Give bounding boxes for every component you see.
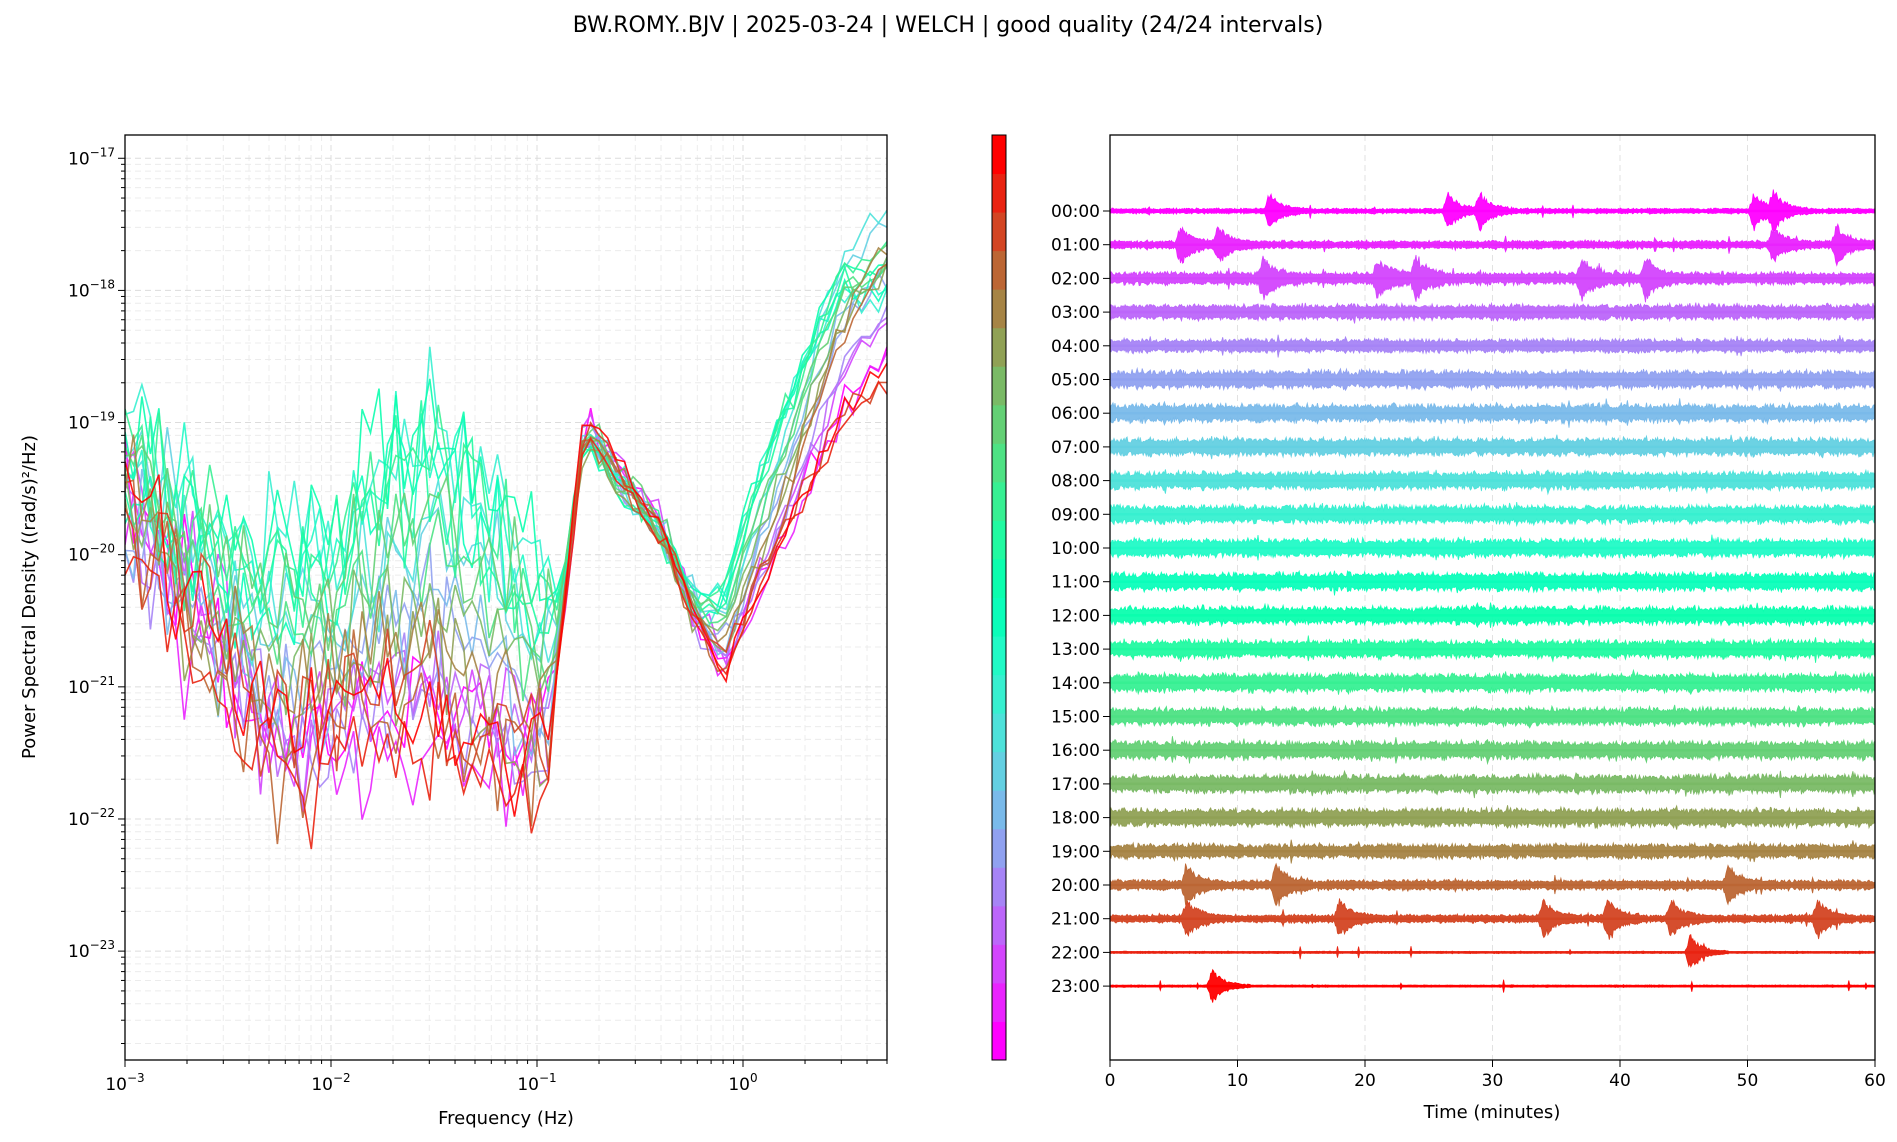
colorbar-segment [992, 751, 1006, 791]
psd-ytick-label: 10−17 [68, 145, 115, 169]
waveform-hour-label: 15:00 [1051, 708, 1100, 728]
psd-series-19 [125, 246, 887, 737]
waveform-xtick-label: 20 [1354, 1071, 1376, 1091]
psd-series-10 [125, 276, 887, 617]
psd-series-1 [125, 351, 887, 827]
waveform-hour-label: 14:00 [1051, 674, 1100, 694]
figure-title: BW.ROMY..BJV | 2025-03-24 | WELCH | good… [573, 13, 1324, 38]
waveform-ticks: 0 10 20 30 40 50 60 00:00 01:00 02:00 03:00 04:00 05… [1051, 202, 1886, 1091]
colorbar-segment [992, 366, 1006, 406]
psd-xlabel: Frequency (Hz) [438, 1108, 574, 1129]
psd-ylabel: Power Spectral Density ((rad/s)²/Hz) [19, 435, 40, 759]
psd-ytick-label: 10−20 [68, 542, 115, 566]
psd-xtick-label: 100 [728, 1071, 757, 1095]
waveform-xtick-label: 50 [1737, 1071, 1759, 1091]
waveform-hour-label: 20:00 [1051, 876, 1100, 896]
psd-ticks: 10−3 10−2 10−1 100 10−23 10−22 10−21 10−20 10−19… [68, 145, 888, 1095]
waveform-hour-label: 08:00 [1051, 472, 1100, 492]
waveform-xlabel: Time (minutes) [1423, 1102, 1561, 1123]
waveform-traces [1110, 189, 1875, 1003]
colorbar-segment [992, 828, 1006, 868]
psd-ytick-label: 10−18 [68, 277, 115, 301]
colorbar-segment [992, 250, 1006, 290]
waveform-hour-label: 05:00 [1051, 371, 1100, 391]
psd-xtick-label: 10−3 [105, 1071, 144, 1095]
psd-axes-frame [124, 134, 888, 1061]
waveform-hour-label: 07:00 [1051, 438, 1100, 458]
colorbar-segment [992, 327, 1006, 367]
waveform-hour-label: 12:00 [1051, 606, 1100, 626]
waveform-xtick-label: 0 [1105, 1071, 1116, 1091]
colorbar [991, 134, 1007, 1061]
colorbar-frame [991, 134, 1007, 1061]
psd-ytick-label: 10−22 [68, 806, 115, 830]
waveform-hour-label: 18:00 [1051, 809, 1100, 829]
waveform-trace-1100 [1110, 569, 1875, 596]
waveform-hour-label: 16:00 [1051, 741, 1100, 761]
colorbar-segment [992, 636, 1006, 676]
colorbar-segment [992, 944, 1006, 984]
waveform-hour-label: 00:00 [1051, 202, 1100, 222]
psd-panel: 10−3 10−2 10−1 100 10−23 10−22 10−21 10−20 10−19… [19, 134, 888, 1129]
waveform-hour-label: 11:00 [1051, 573, 1100, 593]
psd-series-13 [125, 264, 887, 634]
colorbar-segment [992, 212, 1006, 252]
waveform-hour-label: 01:00 [1051, 236, 1100, 256]
colorbar-segment [992, 867, 1006, 907]
colorbar-segment [992, 982, 1006, 1022]
waveform-xtick-label: 40 [1609, 1071, 1631, 1091]
psd-ytick-label: 10−19 [68, 410, 115, 434]
psd-series-21 [125, 381, 887, 782]
waveform-xtick-label: 30 [1482, 1071, 1504, 1091]
colorbar-segment [992, 481, 1006, 521]
psd-series-22 [125, 380, 887, 850]
colorbar-segment [992, 404, 1006, 444]
waveform-xtick-label: 10 [1227, 1071, 1249, 1091]
psd-series-2 [125, 322, 887, 795]
psd-gridlines [124, 135, 888, 1060]
waveform-panel: 0 10 20 30 40 50 60 00:00 01:00 02:00 03:00 04:00 05… [1051, 134, 1886, 1123]
psd-xtick-label: 10−1 [517, 1071, 556, 1095]
psd-series-16 [125, 244, 887, 684]
waveform-hour-label: 10:00 [1051, 539, 1100, 559]
colorbar-segment [992, 135, 1006, 175]
waveform-xtick-label: 60 [1864, 1071, 1886, 1091]
waveform-hour-label: 13:00 [1051, 640, 1100, 660]
psd-ytick-label: 10−23 [68, 938, 115, 962]
waveform-hour-label: 17:00 [1051, 775, 1100, 795]
psd-ytick-label: 10−21 [68, 674, 115, 698]
waveform-hour-label: 23:00 [1051, 977, 1100, 997]
psd-curves [125, 209, 887, 850]
psd-series-14 [125, 241, 887, 634]
waveform-hour-label: 21:00 [1051, 910, 1100, 930]
colorbar-segment [992, 289, 1006, 329]
psd-series-6 [125, 259, 887, 761]
colorbar-segment [992, 790, 1006, 830]
waveform-hour-label: 03:00 [1051, 303, 1100, 323]
colorbar-segment [992, 905, 1006, 945]
colorbar-segment [992, 173, 1006, 213]
waveform-hour-label: 09:00 [1051, 505, 1100, 525]
colorbar-segment [992, 443, 1006, 483]
colorbar-segment [992, 520, 1006, 560]
colorbar-segment [992, 713, 1006, 753]
colorbar-segment [992, 558, 1006, 598]
colorbar-segment [992, 597, 1006, 637]
waveform-hour-label: 22:00 [1051, 943, 1100, 963]
waveform-hour-label: 02:00 [1051, 269, 1100, 289]
colorbar-segment [992, 674, 1006, 714]
waveform-hour-label: 04:00 [1051, 337, 1100, 357]
colorbar-segment [992, 1021, 1006, 1061]
waveform-hour-label: 06:00 [1051, 404, 1100, 424]
psd-series-23 [125, 362, 887, 817]
psd-xtick-label: 10−2 [311, 1071, 350, 1095]
waveform-hour-label: 19:00 [1051, 842, 1100, 862]
